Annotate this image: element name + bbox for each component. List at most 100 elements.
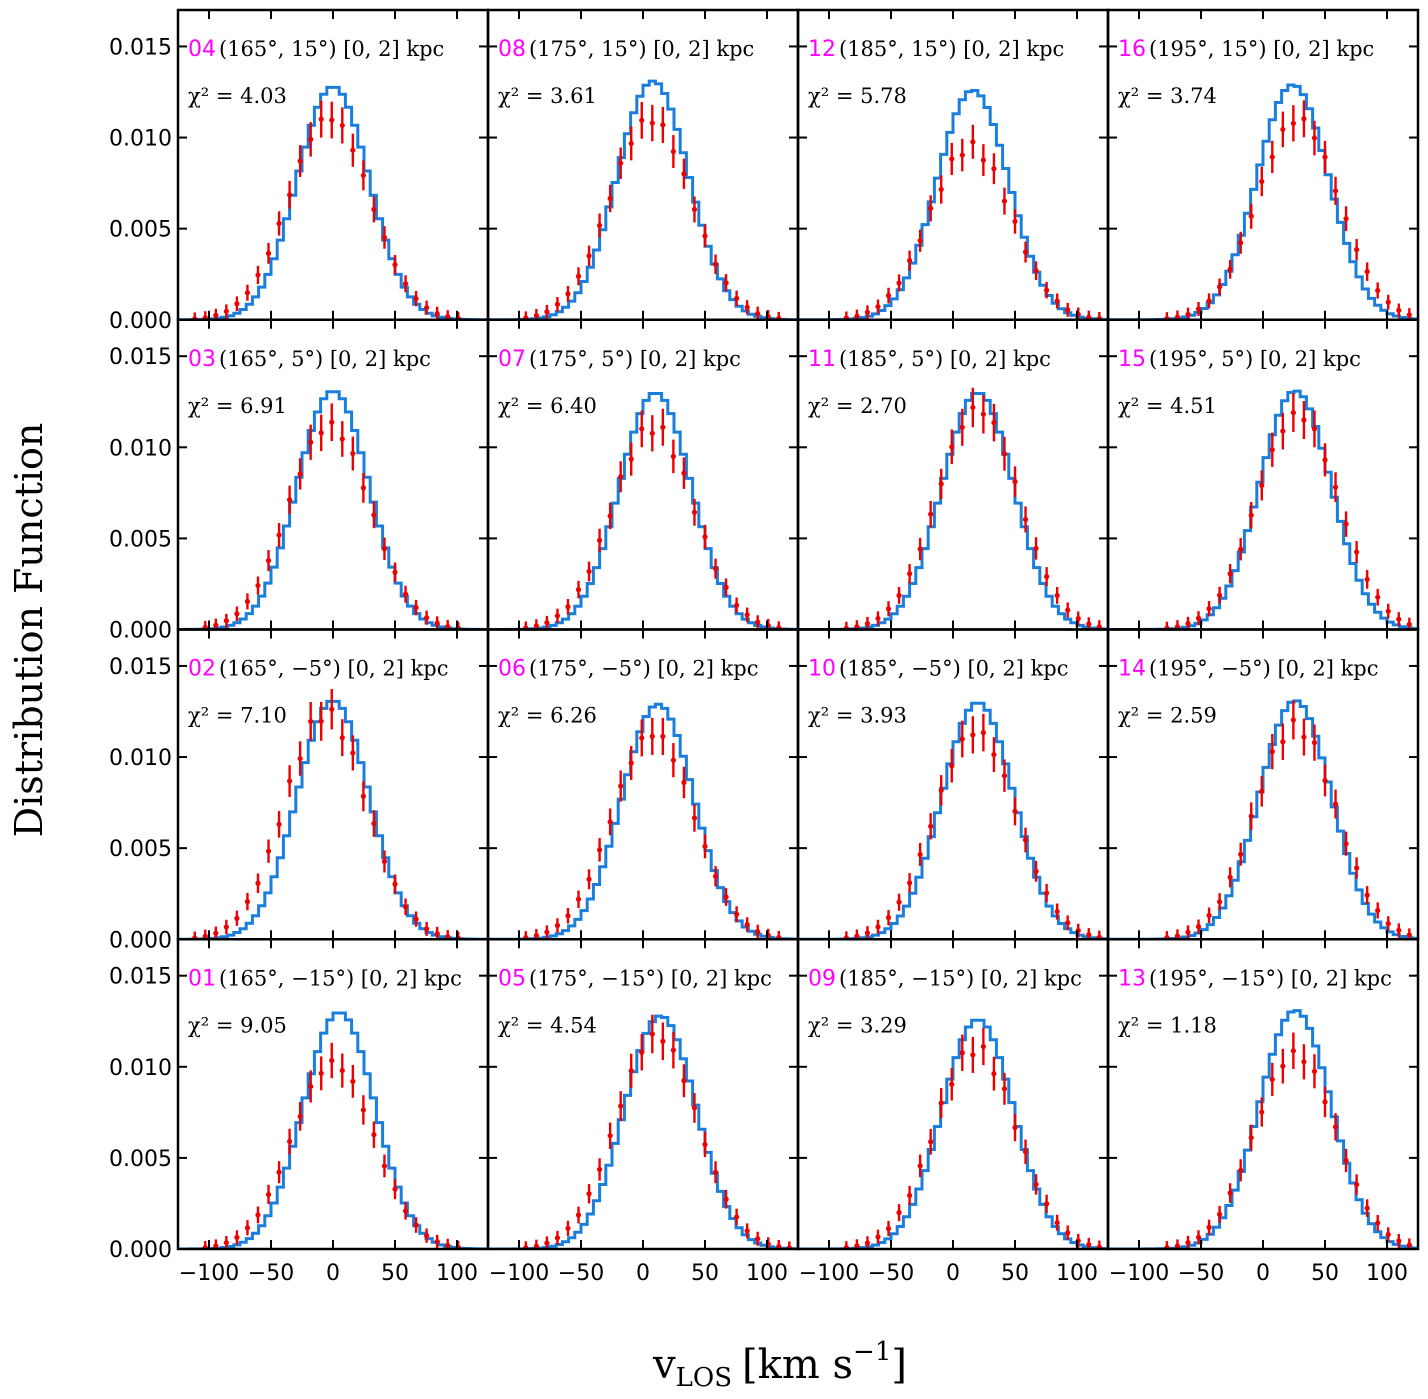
data-point [276,220,282,227]
data-point [1364,576,1370,582]
data-point [949,156,955,162]
data-point [1238,240,1244,246]
data-point [297,158,303,164]
data-point [360,485,366,491]
data-point [1086,1241,1092,1248]
data-point [1396,616,1402,622]
panel-chi2-label: χ² = 1.18 [1118,1013,1217,1037]
data-point [1033,545,1039,552]
data-point [533,312,539,319]
data-point [1086,932,1092,938]
data-point [1311,135,1318,141]
data-point [744,1228,750,1234]
data-point [1065,1230,1071,1236]
x-axis-title-close: ] [891,1342,907,1388]
data-point [575,273,582,279]
data-point [318,718,324,724]
data-point [244,290,251,296]
data-point [1248,512,1254,518]
data-point [1227,874,1233,880]
panel-plot-area [798,387,1108,630]
data-point [244,1225,251,1231]
data-point [1259,482,1265,489]
data-point [885,606,892,612]
data-point [917,238,923,244]
panel-plot-area [798,701,1108,940]
data-point [776,1243,782,1249]
data-point [265,557,272,564]
data-point [308,1083,314,1090]
data-point [649,430,655,436]
data-point [618,160,624,166]
data-point [1174,933,1181,939]
x-tick-label: 0 [946,1261,960,1286]
data-point [287,778,293,784]
y-tick-label: 0.000 [109,1238,172,1263]
data-point [1332,801,1339,807]
data-point [1354,549,1360,555]
data-point [413,1222,419,1228]
panel-title: 15 (195°, 5°) [0, 2] kpc [1118,347,1361,372]
data-point [991,166,997,172]
data-point [255,582,261,589]
model-histogram [488,79,798,320]
data-point [723,280,729,286]
data-point [329,419,335,425]
panel-coord-label: (175°, 15°) [0, 2] kpc [529,37,754,61]
data-point [392,1186,398,1192]
data-point [1217,592,1223,598]
data-point [1280,126,1286,133]
y-tick-label: 0.000 [109,309,172,334]
data-point [628,760,634,766]
panel-title: 14 (195°, −5°) [0, 2] kpc [1118,657,1379,682]
data-point [755,310,761,317]
data-point [628,456,634,462]
panel-plot-area [798,1018,1108,1249]
data-point [1174,624,1181,630]
panel-coord-label: (185°, −15°) [0, 2] kpc [839,966,1082,990]
data-point [607,819,613,825]
data-point [1248,1135,1254,1141]
data-point [854,313,860,319]
data-point [1364,269,1370,275]
data-point [1065,920,1071,926]
model-histogram [798,89,1108,320]
x-tick-label: −50 [1178,1261,1224,1286]
data-point [554,301,561,307]
data-point [1044,1201,1050,1207]
data-point [424,615,430,621]
data-point [907,257,913,264]
data-point [1375,287,1381,294]
panel-id-label: 01 [188,966,216,991]
data-point [1206,606,1212,612]
data-point [213,312,219,318]
data-point [723,894,729,900]
data-point [424,305,430,311]
x-tick-label: −100 [489,1261,549,1286]
data-point [1238,546,1244,552]
y-tick-label: 0.015 [109,965,172,990]
data-point [1054,1220,1060,1226]
data-point [597,537,603,543]
data-point [1406,932,1412,938]
panel-coord-label: (195°, −5°) [0, 2] kpc [1149,657,1379,681]
data-point [980,1043,986,1050]
data-point [1054,592,1060,599]
data-point [702,233,708,239]
data-point [980,411,986,417]
panel-chi2-label: χ² = 7.10 [188,704,287,728]
data-point [959,152,965,158]
data-point [1075,615,1081,622]
panel-plot-area [798,89,1108,320]
data-point [938,186,944,193]
data-point [1343,521,1349,527]
data-point [339,122,345,129]
data-point [1195,1234,1202,1240]
data-point [723,584,729,590]
x-tick-label: 0 [636,1261,650,1286]
panel-plot-area [488,1014,798,1249]
data-point [1322,1099,1328,1105]
x-tick-label: −100 [179,1261,239,1286]
data-point [1311,426,1318,432]
